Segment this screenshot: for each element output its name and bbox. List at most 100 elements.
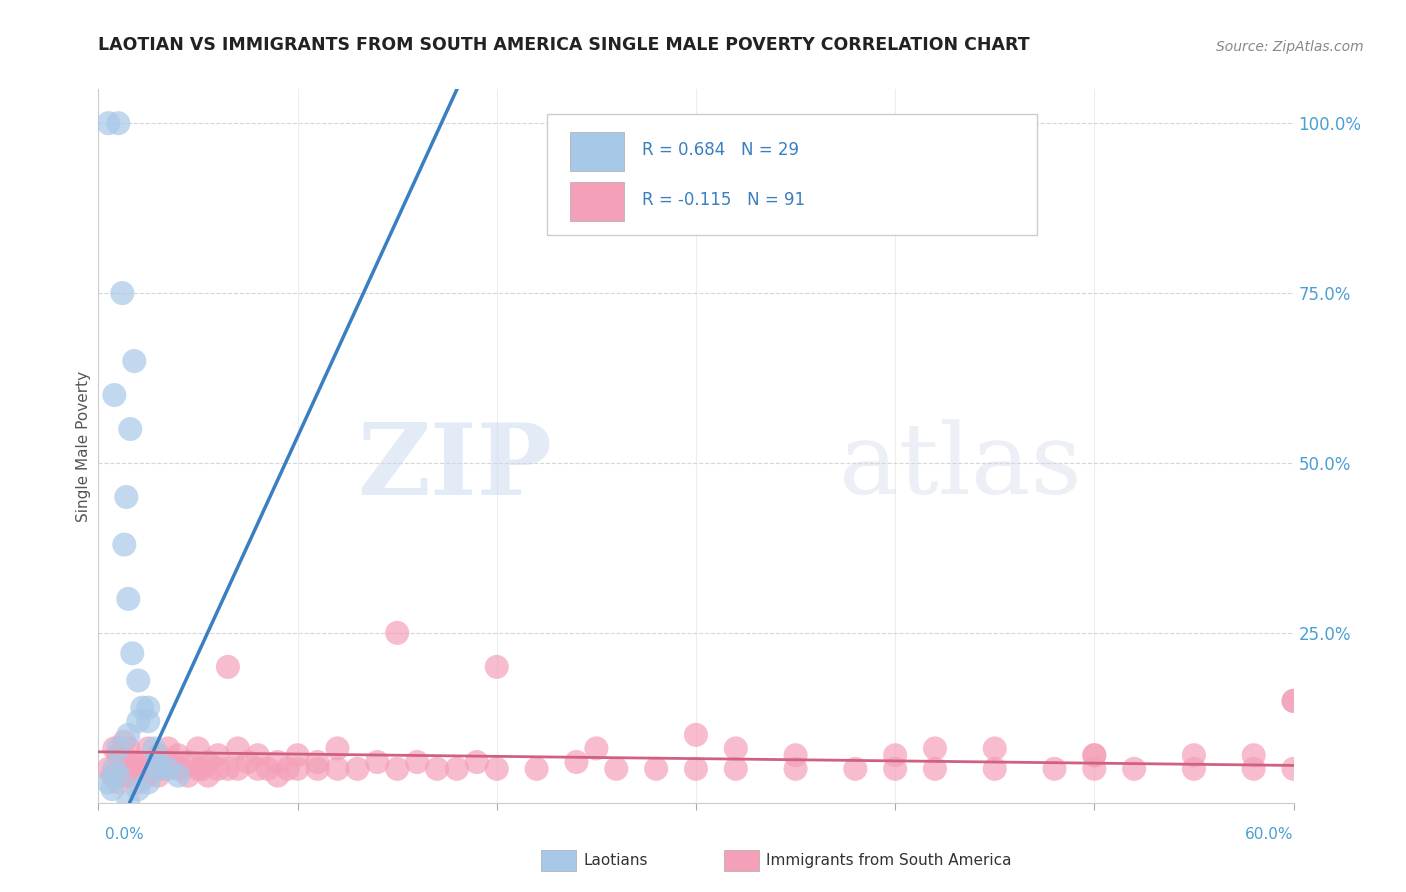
Point — [267, 769, 290, 783]
Text: R = -0.115   N = 91: R = -0.115 N = 91 — [643, 191, 806, 209]
Point — [645, 762, 668, 776]
Point — [157, 755, 180, 769]
Point — [884, 748, 907, 763]
Point — [191, 762, 214, 776]
Point — [685, 728, 707, 742]
Point — [1083, 748, 1105, 763]
Point — [246, 762, 269, 776]
Point — [585, 741, 607, 756]
Point — [117, 741, 139, 756]
Point — [103, 388, 125, 402]
Point — [465, 755, 488, 769]
Point — [197, 755, 219, 769]
Point — [167, 762, 190, 776]
Point — [217, 660, 239, 674]
Point — [115, 490, 138, 504]
Point — [785, 748, 807, 763]
Point — [107, 116, 129, 130]
Text: ZIP: ZIP — [357, 419, 553, 516]
Point — [485, 762, 508, 776]
FancyBboxPatch shape — [547, 114, 1036, 235]
Point — [143, 762, 166, 776]
Point — [131, 700, 153, 714]
Text: Source: ZipAtlas.com: Source: ZipAtlas.com — [1216, 39, 1364, 54]
Point — [136, 714, 159, 729]
Point — [1123, 762, 1146, 776]
Point — [385, 626, 409, 640]
Point — [785, 762, 807, 776]
Point — [127, 673, 149, 688]
Point — [103, 762, 125, 776]
Text: atlas: atlas — [839, 419, 1083, 516]
FancyBboxPatch shape — [571, 182, 624, 221]
Point — [287, 762, 309, 776]
Point — [307, 755, 329, 769]
Point — [177, 755, 200, 769]
Point — [172, 762, 194, 776]
Point — [924, 762, 946, 776]
Point — [307, 762, 329, 776]
Point — [267, 755, 290, 769]
Point — [724, 741, 747, 756]
Point — [256, 762, 278, 776]
Point — [148, 762, 170, 776]
Point — [107, 775, 129, 789]
Point — [120, 422, 142, 436]
Point — [101, 769, 124, 783]
Point — [326, 741, 349, 756]
Point — [111, 762, 134, 776]
Text: 60.0%: 60.0% — [1246, 827, 1294, 841]
Point — [446, 762, 468, 776]
Point — [97, 116, 120, 130]
Point — [177, 769, 200, 783]
Text: 0.0%: 0.0% — [105, 827, 145, 841]
Point — [127, 782, 149, 797]
Point — [1243, 762, 1265, 776]
Y-axis label: Single Male Poverty: Single Male Poverty — [76, 370, 91, 522]
Point — [157, 741, 180, 756]
Point — [167, 769, 190, 783]
Point — [124, 762, 146, 776]
Point — [148, 769, 170, 783]
Point — [346, 762, 368, 776]
Point — [226, 762, 249, 776]
Point — [1182, 748, 1205, 763]
Point — [1083, 748, 1105, 763]
Point — [97, 775, 120, 789]
Point — [157, 762, 180, 776]
Point — [236, 755, 259, 769]
Point — [565, 755, 588, 769]
Point — [143, 741, 166, 756]
Point — [983, 762, 1005, 776]
Point — [127, 775, 149, 789]
Point — [167, 748, 190, 763]
Point — [121, 755, 143, 769]
Point — [1282, 694, 1305, 708]
Point — [207, 762, 229, 776]
Point — [326, 762, 349, 776]
Text: Laotians: Laotians — [583, 854, 648, 868]
Point — [197, 769, 219, 783]
Point — [226, 741, 249, 756]
Point — [605, 762, 627, 776]
Point — [117, 591, 139, 606]
Point — [485, 660, 508, 674]
Point — [136, 769, 159, 783]
Point — [136, 741, 159, 756]
Point — [1282, 762, 1305, 776]
Point — [287, 748, 309, 763]
Point — [724, 762, 747, 776]
Point — [1043, 762, 1066, 776]
Point — [844, 762, 866, 776]
Point — [526, 762, 548, 776]
Point — [136, 700, 159, 714]
FancyBboxPatch shape — [571, 132, 624, 171]
Point — [406, 755, 429, 769]
Point — [131, 762, 153, 776]
Point — [117, 728, 139, 742]
Point — [277, 762, 299, 776]
Point — [117, 796, 139, 810]
Point — [884, 762, 907, 776]
Point — [187, 741, 209, 756]
Point — [121, 646, 143, 660]
